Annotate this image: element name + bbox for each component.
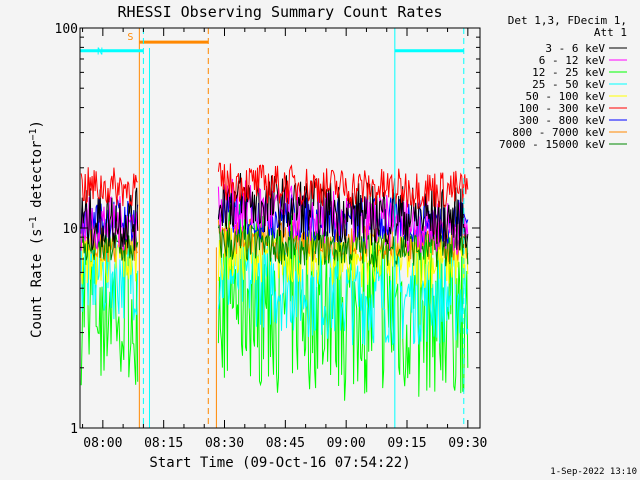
legend-label: 50 - 100 keV [526,90,606,103]
legend-label: 25 - 50 keV [532,78,605,91]
plot-area: S N 1 10 100 08:00 08:15 08:30 08:45 09:00 09:15 09… [55,22,488,451]
x-tick-label: 08:30 [205,436,244,451]
series-trace [80,233,139,285]
x-axis-label: Start Time (09-Oct-16 07:54:22) [149,455,410,471]
chart-title: RHESSI Observing Summary Count Rates [117,3,442,21]
x-tick-label: 09:30 [448,436,487,451]
legend-label: 6 - 12 keV [539,54,606,67]
legend-label: 12 - 25 keV [532,66,605,79]
series-trace [217,162,469,209]
legend-header: Att 1 [594,26,627,39]
series-trace [80,187,139,252]
legend-label: 800 - 7000 keV [512,126,605,139]
series-trace [217,230,469,346]
x-tick-label: 09:15 [387,436,426,451]
x-tick-label: 08:00 [83,436,122,451]
x-tick-label: 08:15 [144,436,183,451]
legend-label: 7000 - 15000 keV [499,138,605,151]
series-trace [217,224,469,268]
night-label: N [97,47,103,58]
y-tick-label: 1 [70,422,78,437]
saa-label: S [127,32,133,43]
legend-label: 3 - 6 keV [545,42,605,55]
series-trace [217,172,469,251]
saa-interval-1: S [127,28,209,428]
y-tick-label: 10 [62,222,78,237]
series-100-300-kev [80,162,469,209]
legend-label: 100 - 300 keV [519,102,605,115]
series-3-6-kev [80,172,469,252]
x-tick-label: 08:45 [266,436,305,451]
night-interval-3 [394,28,465,428]
date-stamp: 1-Sep-2022 13:10 [550,467,637,477]
x-tick-label: 09:00 [327,436,366,451]
y-axis-label: Count Rate (s−1 detector−1) [28,120,46,338]
legend-label: 300 - 800 keV [519,114,605,127]
y-tick-label: 100 [55,22,78,37]
series-trace [80,167,138,207]
legend-header: Det 1,3, FDecim 1, [508,14,627,27]
